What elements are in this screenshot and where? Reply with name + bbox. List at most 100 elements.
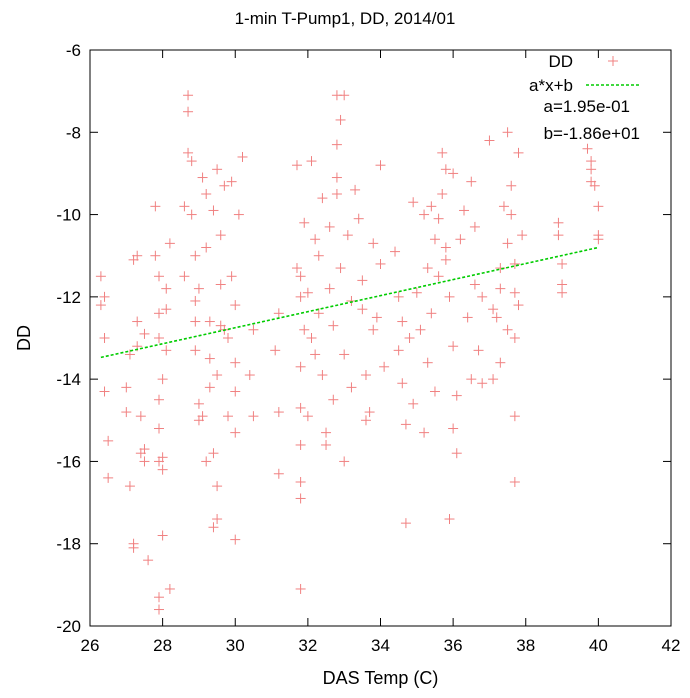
data-point bbox=[502, 127, 513, 138]
data-point bbox=[429, 386, 440, 397]
data-point bbox=[212, 481, 223, 492]
data-point bbox=[368, 324, 379, 335]
data-point bbox=[310, 234, 321, 245]
y-tick-label: -20 bbox=[56, 617, 81, 636]
data-point bbox=[161, 345, 172, 356]
data-point bbox=[357, 275, 368, 286]
x-axis-title: DAS Temp (C) bbox=[323, 668, 439, 688]
data-point bbox=[153, 308, 164, 319]
data-point bbox=[459, 205, 470, 216]
data-point bbox=[179, 201, 190, 212]
data-point bbox=[295, 291, 306, 302]
data-point bbox=[204, 382, 215, 393]
data-point bbox=[219, 180, 230, 191]
data-point bbox=[291, 263, 302, 274]
x-tick-label: 42 bbox=[662, 636, 681, 655]
data-point bbox=[339, 456, 350, 467]
data-point bbox=[103, 435, 114, 446]
data-point bbox=[121, 407, 132, 418]
data-point bbox=[324, 283, 335, 294]
data-point bbox=[517, 230, 528, 241]
data-point bbox=[451, 390, 462, 401]
data-point bbox=[469, 221, 480, 232]
data-point bbox=[179, 271, 190, 282]
data-point bbox=[506, 209, 517, 220]
data-point bbox=[589, 180, 600, 191]
data-point bbox=[153, 423, 164, 434]
data-point bbox=[495, 283, 506, 294]
data-point bbox=[488, 374, 499, 385]
data-point bbox=[153, 333, 164, 343]
data-point bbox=[440, 242, 451, 253]
data-point bbox=[124, 481, 135, 492]
data-point bbox=[183, 90, 194, 101]
data-point bbox=[157, 452, 168, 463]
data-point bbox=[233, 209, 244, 220]
y-tick-label: -16 bbox=[56, 452, 81, 471]
data-point bbox=[324, 221, 335, 232]
data-point bbox=[299, 324, 310, 335]
data-point bbox=[201, 189, 212, 199]
data-point bbox=[444, 514, 455, 525]
data-point bbox=[95, 300, 106, 311]
data-point bbox=[393, 345, 404, 356]
data-point bbox=[186, 209, 197, 220]
data-point bbox=[466, 176, 477, 187]
data-point bbox=[248, 324, 259, 335]
data-point bbox=[183, 106, 194, 117]
x-tick-label: 32 bbox=[298, 636, 317, 655]
x-tick-label: 38 bbox=[516, 636, 535, 655]
data-point bbox=[230, 300, 241, 311]
data-point bbox=[426, 201, 437, 212]
fit-param-b-label: b=-1.86e+01 bbox=[544, 124, 640, 143]
data-point bbox=[153, 604, 164, 615]
data-point bbox=[139, 444, 150, 455]
data-point bbox=[208, 205, 219, 216]
data-point bbox=[553, 230, 564, 241]
data-point bbox=[477, 291, 488, 302]
x-tick-label: 26 bbox=[81, 636, 100, 655]
data-point bbox=[135, 411, 146, 422]
data-point bbox=[157, 374, 168, 385]
data-point bbox=[273, 308, 284, 319]
data-point bbox=[484, 135, 495, 146]
data-point bbox=[440, 164, 451, 175]
y-axis-title: DD bbox=[14, 325, 34, 351]
data-point bbox=[593, 201, 604, 212]
legend-fit-label: a*x+b bbox=[529, 76, 573, 95]
data-point bbox=[186, 156, 197, 167]
data-point bbox=[321, 439, 332, 450]
data-point bbox=[444, 291, 455, 302]
data-point bbox=[411, 287, 422, 298]
data-point bbox=[230, 427, 241, 438]
data-point bbox=[437, 147, 448, 158]
data-point bbox=[190, 295, 201, 306]
data-point bbox=[157, 530, 168, 541]
data-point bbox=[335, 114, 346, 125]
data-point bbox=[408, 197, 419, 208]
data-point bbox=[331, 139, 342, 150]
data-point bbox=[335, 263, 346, 274]
data-point bbox=[473, 345, 484, 356]
data-point bbox=[353, 213, 364, 224]
data-point bbox=[419, 209, 430, 220]
data-point bbox=[426, 308, 437, 319]
data-point bbox=[299, 217, 310, 228]
data-point bbox=[143, 555, 154, 566]
fit-line bbox=[100, 246, 599, 359]
data-point bbox=[306, 156, 317, 167]
data-point bbox=[295, 402, 306, 413]
data-point bbox=[469, 279, 480, 290]
data-point bbox=[586, 156, 597, 167]
data-point bbox=[488, 304, 499, 315]
data-point bbox=[295, 361, 306, 372]
data-point bbox=[103, 472, 114, 483]
data-point bbox=[400, 518, 411, 529]
data-point bbox=[509, 287, 520, 298]
data-point bbox=[212, 370, 223, 381]
data-point bbox=[208, 522, 219, 533]
data-point bbox=[408, 398, 419, 409]
data-point bbox=[161, 283, 172, 294]
data-point bbox=[513, 300, 524, 311]
